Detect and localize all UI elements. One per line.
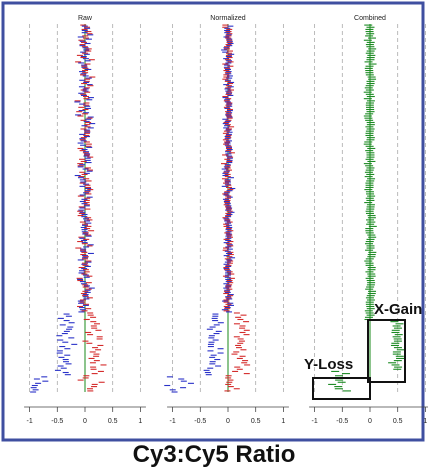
- x-tick-label: 0.5: [393, 418, 403, 425]
- x-tick-label: 1: [423, 418, 427, 425]
- x-tick-label: 0.5: [251, 418, 261, 425]
- panel-combined: Combined -1 -0.5 0 0.5 1: [309, 15, 428, 425]
- x-tick-label: 1: [138, 418, 142, 425]
- panel-raw: Raw -1 -0.5 0 0.5 1: [24, 15, 146, 425]
- panel-combined-x-axis: -1 -0.5 0 0.5 1: [309, 406, 428, 425]
- x-tick-label: 0.5: [108, 418, 118, 425]
- panel-normalized-points: [164, 24, 251, 393]
- panel-title-raw: Raw: [78, 15, 93, 22]
- x-gain-label: X-Gain: [374, 301, 422, 318]
- x-tick-label: 0: [226, 418, 230, 425]
- x-tick-label: -1: [311, 418, 317, 425]
- panel-combined-points: [328, 24, 405, 392]
- x-tick-label: -0.5: [336, 418, 348, 425]
- annotation-x-gain: X-Gain: [367, 301, 422, 383]
- x-tick-label: -1: [169, 418, 175, 425]
- panel-raw-points: [30, 24, 107, 393]
- x-tick-label: 0: [83, 418, 87, 425]
- x-tick-label: -0.5: [51, 418, 63, 425]
- x-tick-label: -1: [26, 418, 32, 425]
- panel-normalized-x-axis: -1 -0.5 0 0.5 1: [167, 406, 289, 425]
- panel-title-combined: Combined: [354, 15, 386, 22]
- x-tick-label: -0.5: [194, 418, 206, 425]
- panel-title-normalized: Normalized: [210, 15, 246, 22]
- panel-normalized: Normalized -1 -0.5 0 0.5 1: [164, 15, 289, 425]
- x-tick-label: 0: [368, 418, 372, 425]
- x-gain-box: [367, 319, 406, 383]
- annotation-y-loss: Y-Loss: [304, 356, 371, 400]
- figure-frame: [1, 1, 425, 442]
- panel-raw-x-axis: -1 -0.5 0 0.5 1: [24, 406, 146, 425]
- x-tick-label: 1: [281, 418, 285, 425]
- figure-caption: Cy3:Cy5 Ratio: [132, 441, 296, 468]
- y-loss-label: Y-Loss: [304, 356, 353, 373]
- y-loss-box: [312, 377, 371, 400]
